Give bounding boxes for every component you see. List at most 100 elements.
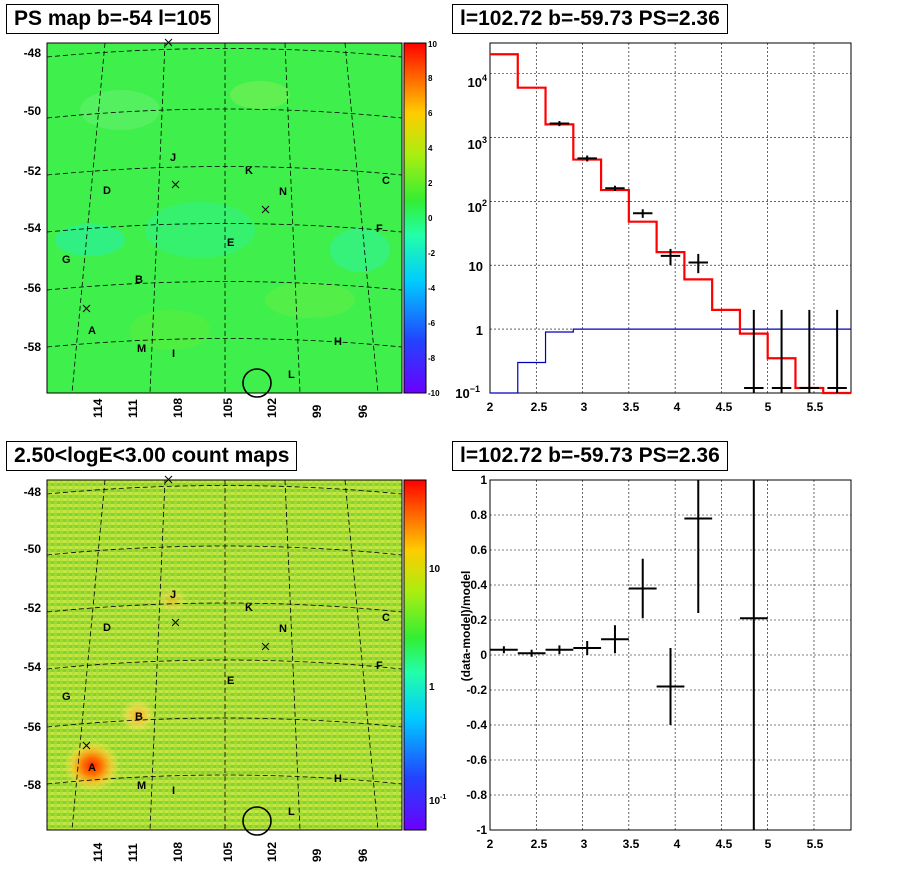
count-map-lat-tick: -58 — [24, 778, 42, 792]
count-map-lon-tick: 111 — [126, 843, 140, 862]
spectrum-plot-area — [489, 42, 852, 394]
ps-map-lon-tick: 111 — [126, 399, 140, 418]
source-label-N: N — [279, 186, 287, 198]
count-map-lon-tick: 99 — [310, 848, 324, 862]
cross-marker — [164, 475, 173, 484]
ps-map-lon-ticks: 114 111 108 105 102 99 96 — [91, 398, 370, 418]
source-label-E: E — [227, 237, 234, 249]
ps-colorbar-tick: -8 — [428, 354, 436, 363]
residual-y-tick: 0.4 — [470, 578, 487, 592]
residual-y-tick: -0.6 — [466, 753, 487, 767]
residual-marks — [490, 480, 768, 830]
ps-map-lon-tick: 99 — [310, 404, 324, 418]
source-label-H: H — [334, 336, 342, 348]
count-map-lat-tick: -48 — [24, 485, 42, 499]
source-label-C: C — [382, 175, 390, 187]
target-circle-marker — [242, 806, 272, 836]
count-map-lon-ticks: 114 111 108 105 102 99 96 — [91, 842, 370, 862]
ps-map-title: PS map b=-54 l=105 — [6, 4, 220, 34]
spectrum-y-tick: 10−1 — [455, 384, 480, 401]
source-label-L: L — [288, 806, 295, 818]
residual-y-tick: -0.4 — [466, 718, 487, 732]
residual-title: l=102.72 b=-59.73 PS=2.36 — [452, 441, 728, 471]
ps-colorbar-tick: -4 — [428, 284, 436, 293]
residual-x-tick: 3.5 — [623, 837, 640, 851]
source-label-J: J — [170, 152, 176, 164]
residual-x-tick: 5 — [765, 837, 772, 851]
ps-colorbar-tick: -6 — [428, 319, 436, 328]
spectrum-x-tick: 4 — [674, 400, 681, 414]
source-label-A: A — [88, 325, 96, 337]
cross-marker — [171, 180, 180, 189]
count-map-panel: -48 -50 -52 -54 -56 -58 114 111 108 105 … — [24, 475, 446, 862]
residual-y-tick: -1 — [476, 823, 487, 837]
ps-map-lat-tick: -58 — [24, 340, 42, 354]
residual-y-axis-label: (data-model)/model — [459, 571, 473, 682]
residual-x-tick: 3 — [581, 837, 588, 851]
spectrum-x-tick: 2 — [487, 400, 494, 414]
ps-map-colorbar-ticks: 10 8 6 4 2 0 -2 -4 -6 -8 -10 — [428, 40, 440, 398]
spectrum-x-tick: 5.5 — [807, 400, 824, 414]
source-label-D: D — [103, 622, 111, 634]
cross-marker — [82, 304, 91, 313]
source-label-I: I — [172, 785, 175, 797]
residual-panel: 2 2.5 3 3.5 4 4.5 5 5.5 1 0.8 0.6 0.4 0.2 0 -0… — [459, 473, 852, 851]
count-map-source-labels: A B C D E F G H I J K L M N — [62, 589, 390, 818]
spectrum-x-ticks: 2 2.5 3 3.5 4 4.5 5 5.5 — [487, 400, 824, 414]
spectrum-title: l=102.72 b=-59.73 PS=2.36 — [452, 4, 728, 34]
ps-map-lat-tick: -54 — [24, 221, 42, 235]
count-map-lat-ticks: -48 -50 -52 -54 -56 -58 — [24, 485, 42, 792]
ps-colorbar-tick: 4 — [428, 144, 433, 153]
residual-y-tick: -0.2 — [466, 683, 487, 697]
residual-y-tick: 0.2 — [470, 613, 487, 627]
count-map-lat-tick: -52 — [24, 601, 42, 615]
spectrum-panel: 2 2.5 3 3.5 4 4.5 5 5.5 104 103 102 10 1… — [455, 42, 852, 414]
source-label-B: B — [135, 711, 143, 723]
spectrum-y-tick: 103 — [468, 135, 487, 152]
source-label-I: I — [172, 348, 175, 360]
spectrum-y-tick: 10 — [469, 259, 483, 274]
count-map-markers — [82, 475, 272, 836]
source-label-E: E — [227, 675, 234, 687]
ps-colorbar-tick: 0 — [428, 214, 433, 223]
count-map-lon-tick: 114 — [91, 842, 105, 862]
cross-marker — [82, 741, 91, 750]
source-label-N: N — [279, 623, 287, 635]
ps-map-lat-tick: -50 — [24, 104, 42, 118]
source-label-B: B — [135, 274, 143, 286]
ps-map-lat-ticks: -48 -50 -52 -54 -56 -58 — [24, 46, 42, 354]
spectrum-y-ticks: 104 103 102 10 1 10−1 — [455, 73, 487, 401]
ps-colorbar-tick: 2 — [428, 179, 433, 188]
count-map-lon-tick: 108 — [171, 842, 185, 862]
ps-map-markers — [82, 38, 272, 398]
residual-y-tick: -0.8 — [466, 788, 487, 802]
target-circle-marker — [242, 368, 272, 398]
source-label-G: G — [62, 254, 71, 266]
cross-marker — [164, 38, 173, 47]
ps-map-lat-tick: -56 — [24, 281, 42, 295]
source-label-J: J — [170, 589, 176, 601]
source-label-D: D — [103, 185, 111, 197]
residual-x-ticks: 2 2.5 3 3.5 4 4.5 5 5.5 — [487, 837, 824, 851]
residual-y-ticks: 1 0.8 0.6 0.4 0.2 0 -0.2 -0.4 -0.6 -0.8 -1 — [466, 473, 487, 837]
ps-map-lat-tick: -48 — [24, 46, 42, 60]
cross-marker — [261, 642, 270, 651]
ps-map-source-labels: A B C D E F G H I J K L M N — [62, 152, 390, 381]
count-colorbar-tick: 1 — [429, 682, 435, 693]
count-colorbar-tick: -1 — [440, 794, 446, 801]
ps-colorbar-tick: -2 — [428, 249, 436, 258]
count-colorbar-tick: 10 — [429, 564, 441, 575]
spectrum-y-tick: 102 — [468, 198, 487, 215]
source-label-F: F — [376, 223, 383, 235]
ps-colorbar-tick: -10 — [428, 389, 440, 398]
ps-colorbar-tick: 6 — [428, 109, 433, 118]
ps-map-lon-tick: 102 — [265, 398, 279, 418]
cross-marker — [171, 618, 180, 627]
residual-x-tick: 4 — [674, 837, 681, 851]
ps-map-lon-tick: 96 — [356, 404, 370, 418]
source-label-M: M — [137, 780, 146, 792]
spectrum-x-tick: 3 — [581, 400, 588, 414]
count-map-hotspot-J — [156, 586, 188, 614]
source-label-K: K — [245, 602, 253, 614]
